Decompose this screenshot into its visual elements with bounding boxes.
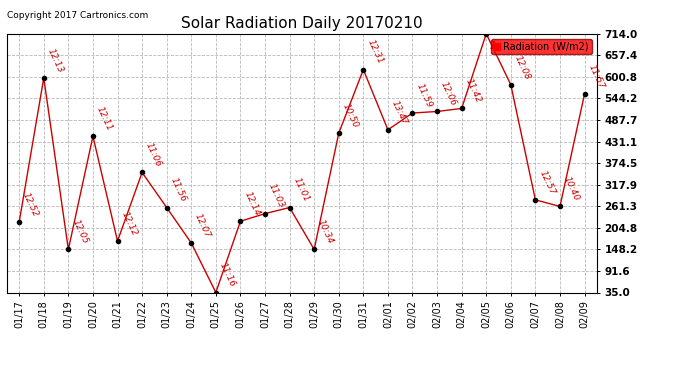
Text: 12:12: 12:12 (119, 210, 139, 237)
Text: 11:59: 11:59 (415, 82, 433, 109)
Text: Copyright 2017 Cartronics.com: Copyright 2017 Cartronics.com (7, 11, 148, 20)
Text: 13:47: 13:47 (390, 99, 409, 126)
Text: 11:01: 11:01 (292, 176, 310, 204)
Text: 12:52: 12:52 (21, 191, 40, 218)
Text: 10:34: 10:34 (316, 218, 335, 246)
Text: 12:14: 12:14 (242, 190, 262, 217)
Text: 11:56: 11:56 (168, 176, 188, 204)
Text: 12:13: 12:13 (46, 47, 65, 74)
Legend: Radiation (W/m2): Radiation (W/m2) (491, 39, 592, 54)
Text: 1: 1 (490, 41, 497, 51)
Text: 10:40: 10:40 (562, 175, 581, 202)
Title: Solar Radiation Daily 20170210: Solar Radiation Daily 20170210 (181, 16, 423, 31)
Text: 11:57: 11:57 (586, 63, 606, 90)
Text: 12:08: 12:08 (513, 54, 532, 81)
Text: 12:57: 12:57 (538, 169, 557, 196)
Text: 12:07: 12:07 (193, 212, 213, 239)
Text: 11:16: 11:16 (218, 261, 237, 289)
Text: 11:03: 11:03 (267, 183, 286, 210)
Text: 10:50: 10:50 (341, 102, 360, 129)
Text: 12:06: 12:06 (439, 80, 458, 108)
Text: 11:06: 11:06 (144, 141, 164, 169)
Text: 11:42: 11:42 (464, 77, 483, 105)
Text: 12:05: 12:05 (70, 218, 90, 246)
Text: 12:11: 12:11 (95, 105, 114, 132)
Text: 12:31: 12:31 (365, 38, 384, 66)
